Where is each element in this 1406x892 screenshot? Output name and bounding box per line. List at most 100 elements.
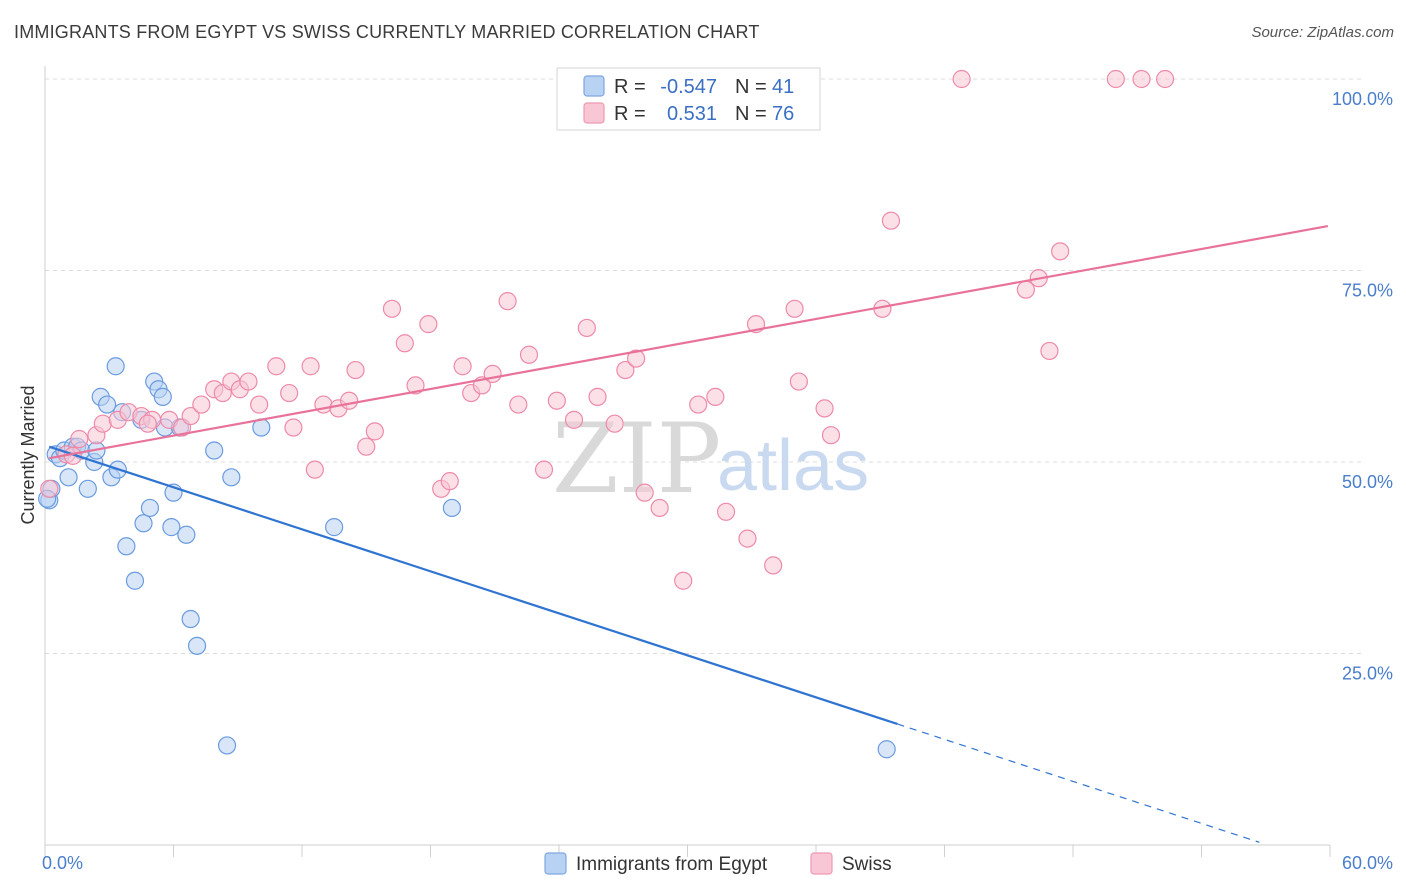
point-swiss-22 — [301, 357, 320, 376]
point-swiss-61 — [789, 372, 808, 391]
point-swiss-69 — [1040, 341, 1059, 361]
point-swiss-52 — [650, 498, 669, 518]
legend-n-value-swiss: 76 — [772, 103, 794, 125]
point-swiss-66 — [952, 69, 971, 89]
point-egypt-19 — [125, 571, 145, 590]
point-swiss-60 — [785, 299, 804, 318]
point-swiss-56 — [716, 502, 736, 521]
point-swiss-47 — [588, 387, 607, 406]
point-swiss-21 — [284, 418, 303, 437]
source-label: Source: ZipAtlas.com — [1251, 24, 1394, 41]
point-egypt-18 — [117, 537, 136, 556]
point-egypt-27 — [162, 518, 181, 537]
point-swiss-30 — [382, 299, 402, 318]
legend-r-label-egypt: R = — [614, 76, 646, 98]
gridlines — [45, 78, 1365, 654]
data-points — [38, 69, 1175, 759]
point-swiss-62 — [815, 399, 834, 418]
point-swiss-63 — [821, 426, 841, 445]
point-swiss-36 — [453, 357, 472, 376]
point-swiss-72 — [1132, 69, 1151, 89]
point-swiss-0 — [40, 479, 59, 498]
chart-title: IMMIGRANTS FROM EGYPT VS SWISS CURRENTLY… — [14, 22, 760, 42]
bottom-legend: Immigrants from Egypt Swiss — [544, 852, 892, 875]
point-swiss-55 — [706, 387, 725, 406]
point-swiss-45 — [564, 410, 584, 429]
bottom-legend-swatch-egypt — [544, 852, 567, 875]
bottom-legend-swatch-swiss — [810, 852, 833, 875]
bottom-legend-label-egypt: Immigrants from Egypt — [576, 854, 768, 875]
point-egypt-39 — [877, 740, 896, 759]
point-egypt-15 — [106, 357, 125, 376]
legend-swatch-swiss — [583, 102, 605, 124]
point-swiss-49 — [616, 360, 635, 380]
x-tick-label-max: 60.0% — [1342, 853, 1393, 873]
point-swiss-70 — [1051, 242, 1070, 261]
point-swiss-19 — [267, 357, 286, 376]
point-swiss-35 — [440, 472, 459, 491]
point-swiss-4 — [93, 414, 112, 433]
y-tick-label-2: 75.0% — [1342, 281, 1393, 301]
point-swiss-75 — [138, 414, 157, 433]
point-swiss-40 — [498, 292, 517, 311]
watermark-atlas: atlas — [717, 426, 869, 506]
point-swiss-32 — [406, 376, 425, 395]
axes — [44, 66, 1331, 857]
y-tick-label-0: 25.0% — [1342, 664, 1393, 684]
trend-line-egypt — [48, 445, 898, 726]
point-egypt-21 — [134, 514, 153, 533]
y-tick-label-3: 100.0% — [1332, 89, 1393, 109]
point-egypt-32 — [187, 636, 207, 655]
point-swiss-59 — [764, 556, 783, 575]
point-swiss-12 — [192, 395, 211, 414]
legend-r-value-swiss: 0.531 — [667, 103, 717, 125]
point-swiss-18 — [250, 395, 269, 414]
point-swiss-29 — [365, 422, 384, 441]
point-egypt-35 — [222, 468, 241, 487]
point-swiss-17 — [239, 372, 258, 391]
trend-lines — [48, 224, 1329, 843]
trend-line-swiss — [49, 224, 1329, 460]
legend-r-value-egypt: -0.547 — [660, 76, 717, 98]
legend-n-value-egypt: 41 — [772, 76, 794, 98]
point-egypt-31 — [181, 609, 200, 629]
point-swiss-65 — [881, 211, 901, 230]
point-swiss-42 — [519, 345, 539, 364]
point-swiss-41 — [509, 395, 528, 414]
legend-n-label-egypt: N = — [735, 76, 767, 98]
bottom-legend-label-swiss: Swiss — [842, 854, 892, 875]
legend-swatch-egypt — [583, 75, 605, 97]
point-egypt-22 — [140, 498, 160, 518]
point-egypt-25 — [153, 387, 172, 406]
point-swiss-46 — [577, 318, 596, 338]
point-swiss-54 — [689, 395, 708, 414]
point-swiss-26 — [340, 391, 359, 410]
x-tick-label-min: 0.0% — [42, 853, 83, 873]
point-swiss-33 — [419, 315, 438, 334]
point-swiss-44 — [547, 391, 566, 410]
point-egypt-9 — [78, 479, 97, 498]
point-egypt-34 — [217, 736, 237, 755]
point-egypt-30 — [177, 525, 196, 544]
point-swiss-20 — [280, 383, 299, 403]
point-swiss-28 — [357, 437, 376, 456]
legend-box: R = -0.547 N = 41 R = 0.531 N = 76 — [556, 67, 821, 131]
point-swiss-23 — [305, 460, 324, 479]
y-axis-title: Currently Married — [18, 385, 38, 524]
point-swiss-48 — [605, 414, 624, 433]
point-swiss-2 — [70, 429, 89, 449]
legend-n-label-swiss: N = — [735, 103, 767, 125]
y-tick-label-1: 50.0% — [1342, 472, 1393, 492]
trend-line-egypt-extension — [897, 723, 1260, 843]
point-swiss-50 — [626, 349, 646, 368]
legend-r-label-swiss: R = — [614, 103, 646, 125]
point-swiss-27 — [346, 360, 365, 380]
point-swiss-73 — [1155, 69, 1175, 89]
point-swiss-31 — [395, 334, 414, 353]
point-swiss-11 — [181, 406, 200, 426]
point-egypt-37 — [325, 518, 344, 537]
point-swiss-57 — [738, 529, 757, 548]
point-egypt-5 — [59, 468, 78, 487]
point-egypt-13 — [98, 395, 117, 414]
